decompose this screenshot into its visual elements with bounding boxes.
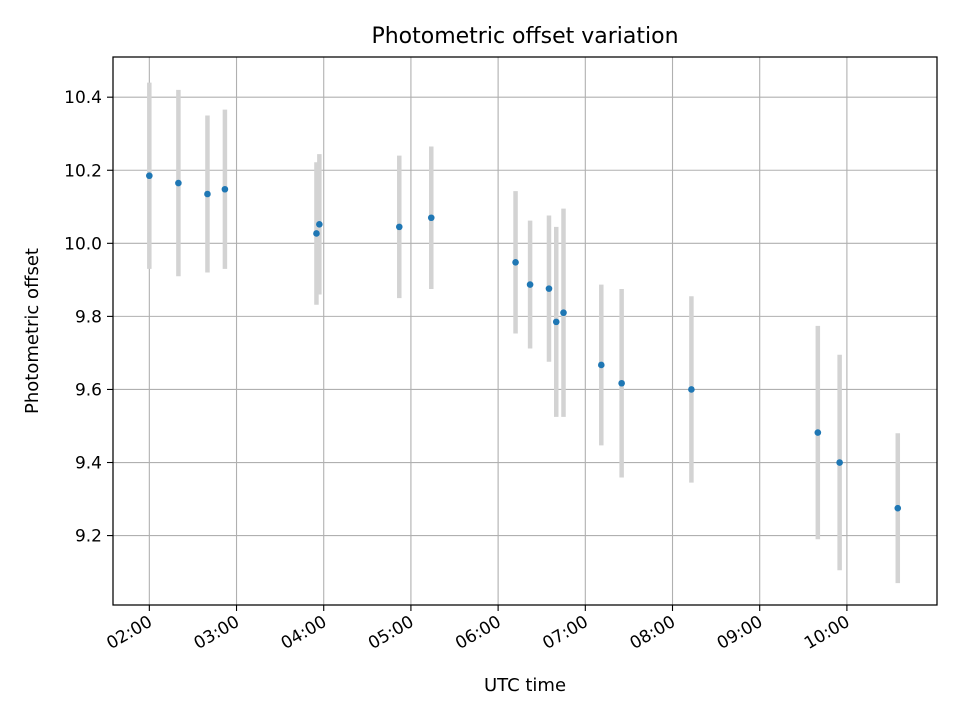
data-point <box>814 429 822 436</box>
x-tick-label: 08:00 <box>627 612 679 654</box>
data-point <box>427 214 435 222</box>
data-point <box>526 281 534 288</box>
data-point <box>552 318 560 326</box>
data-points <box>146 172 902 512</box>
y-tick-label: 9.4 <box>75 454 102 474</box>
chart-title: Photometric offset variation <box>371 24 678 49</box>
y-tick-label: 9.6 <box>75 380 102 400</box>
data-point <box>313 230 320 237</box>
x-tick-label: 02:00 <box>103 612 155 654</box>
grid <box>113 57 937 605</box>
y-axis-label: Photometric offset <box>22 248 43 414</box>
x-axis: 02:00 03:00 04:00 05:00 06:00 07:00 08:00 09:00… <box>103 605 853 654</box>
y-tick-label: 9.2 <box>75 527 102 547</box>
data-point <box>316 221 323 228</box>
y-axis: 9.2 9.4 9.6 9.8 10.0 10.2 10.4 <box>64 88 113 547</box>
data-point <box>894 504 902 512</box>
data-point <box>395 223 403 231</box>
data-point <box>545 285 553 292</box>
data-point <box>597 361 605 369</box>
x-tick-label: 10:00 <box>801 612 853 654</box>
data-point <box>836 459 843 466</box>
x-tick-label: 07:00 <box>539 612 591 654</box>
x-tick-label: 03:00 <box>191 612 243 654</box>
y-tick-label: 10.4 <box>64 88 102 108</box>
data-point <box>512 259 519 266</box>
data-point <box>618 379 625 387</box>
plot-frame <box>112 56 938 606</box>
data-point <box>146 172 153 180</box>
data-point <box>175 179 182 187</box>
y-tick-label: 10.0 <box>64 234 102 254</box>
x-tick-label: 05:00 <box>365 612 417 654</box>
x-axis-label: UTC time <box>484 675 566 696</box>
errorbars <box>147 82 901 584</box>
data-point <box>560 309 567 317</box>
x-tick-label: 09:00 <box>714 612 766 654</box>
data-point <box>221 185 229 193</box>
data-point <box>688 386 695 393</box>
x-tick-label: 04:00 <box>278 612 330 654</box>
y-tick-label: 9.8 <box>75 307 102 327</box>
data-point <box>204 190 211 198</box>
y-tick-label: 10.2 <box>64 161 102 181</box>
x-tick-label: 06:00 <box>452 612 504 654</box>
